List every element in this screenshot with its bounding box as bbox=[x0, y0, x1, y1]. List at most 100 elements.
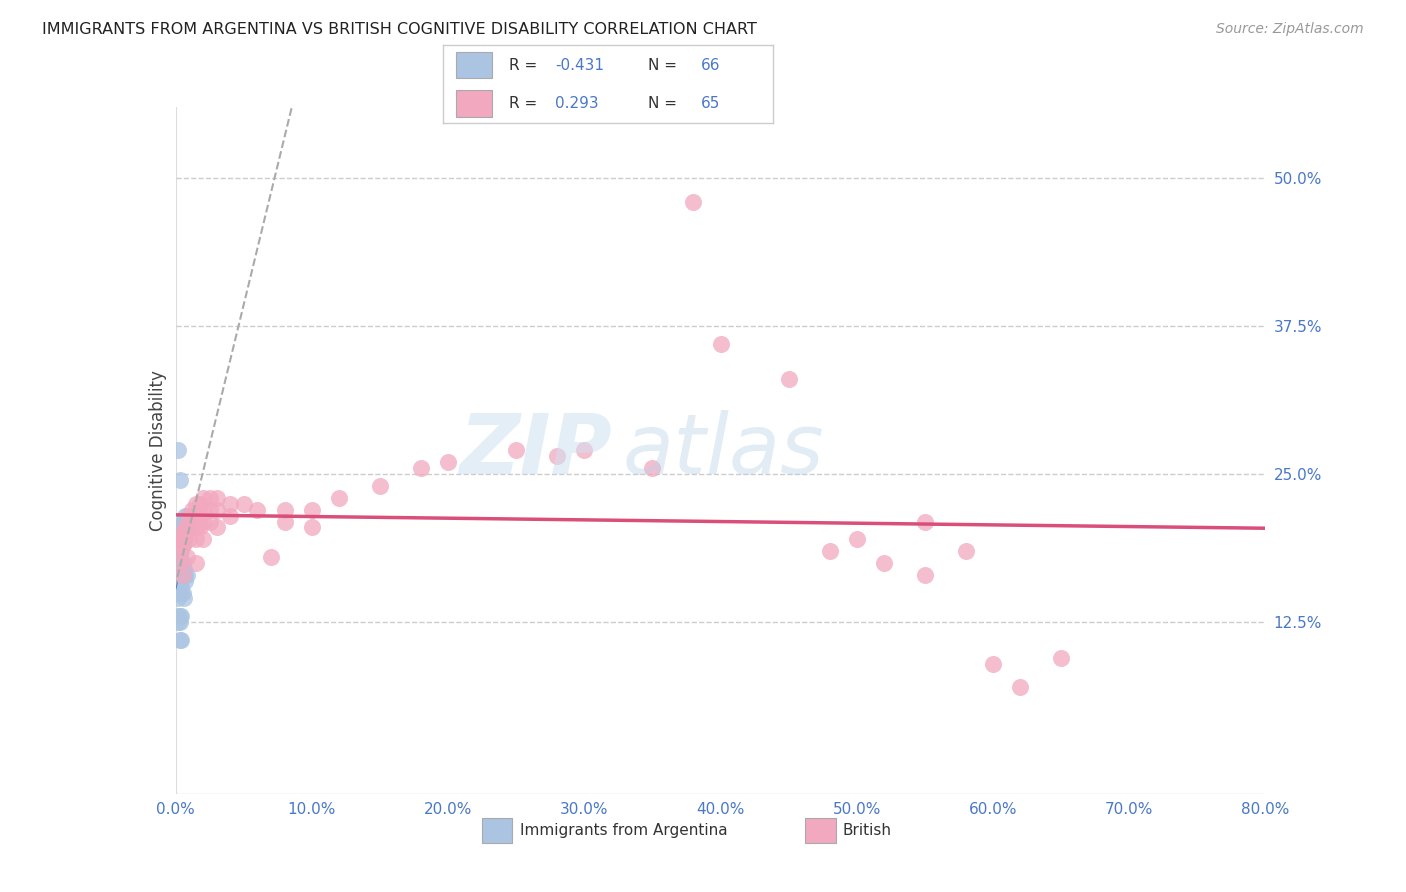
Point bbox=[167, 609, 190, 624]
Text: atlas: atlas bbox=[623, 410, 824, 491]
Point bbox=[409, 461, 432, 475]
Point bbox=[172, 567, 194, 582]
Point bbox=[172, 556, 194, 570]
Point bbox=[172, 538, 194, 552]
Point bbox=[172, 533, 194, 547]
Point bbox=[173, 515, 195, 529]
Point bbox=[176, 508, 198, 523]
FancyBboxPatch shape bbox=[456, 90, 492, 117]
Point bbox=[173, 533, 195, 547]
Point bbox=[170, 526, 193, 541]
Point bbox=[169, 632, 191, 647]
Point bbox=[682, 194, 704, 209]
Point bbox=[172, 533, 194, 547]
Point bbox=[181, 520, 204, 534]
Point bbox=[169, 533, 191, 547]
Point bbox=[198, 515, 221, 529]
Point bbox=[437, 455, 460, 469]
Text: Immigrants from Argentina: Immigrants from Argentina bbox=[520, 823, 727, 838]
Point bbox=[188, 508, 211, 523]
Point bbox=[169, 538, 191, 552]
Point bbox=[179, 520, 201, 534]
Point bbox=[169, 526, 191, 541]
Point bbox=[181, 508, 204, 523]
Point bbox=[174, 526, 197, 541]
Point bbox=[174, 567, 197, 582]
Point bbox=[641, 461, 664, 475]
Point bbox=[170, 533, 193, 547]
Point bbox=[260, 549, 283, 564]
Point bbox=[1010, 681, 1032, 695]
Point bbox=[173, 562, 195, 576]
Point bbox=[179, 508, 201, 523]
Point bbox=[179, 533, 201, 547]
Point bbox=[191, 502, 214, 516]
Point bbox=[170, 632, 193, 647]
Text: ZIP: ZIP bbox=[458, 410, 612, 491]
Point bbox=[574, 443, 596, 458]
Y-axis label: Cognitive Disability: Cognitive Disability bbox=[149, 370, 167, 531]
Point bbox=[169, 544, 191, 558]
Point bbox=[368, 479, 391, 493]
Point bbox=[176, 549, 198, 564]
Point bbox=[173, 526, 195, 541]
Point bbox=[169, 615, 191, 630]
Point bbox=[186, 497, 208, 511]
Point bbox=[169, 544, 191, 558]
Point bbox=[169, 549, 191, 564]
Text: R =: R = bbox=[509, 96, 547, 111]
Point bbox=[167, 549, 190, 564]
Point bbox=[710, 337, 733, 351]
Point bbox=[873, 556, 896, 570]
Point bbox=[186, 533, 208, 547]
Point bbox=[173, 520, 195, 534]
Point bbox=[174, 515, 197, 529]
Point bbox=[546, 450, 568, 464]
Point bbox=[174, 520, 197, 534]
Point bbox=[174, 574, 197, 588]
Point bbox=[232, 497, 254, 511]
Point bbox=[172, 526, 194, 541]
Point bbox=[172, 526, 194, 541]
Text: N =: N = bbox=[648, 96, 682, 111]
Point bbox=[172, 515, 194, 529]
Point bbox=[778, 372, 800, 386]
Point bbox=[167, 591, 190, 606]
Point bbox=[1050, 650, 1073, 665]
Point bbox=[170, 544, 193, 558]
Point bbox=[174, 520, 197, 534]
Point bbox=[169, 533, 191, 547]
Point bbox=[169, 609, 191, 624]
Point bbox=[169, 567, 191, 582]
Point bbox=[198, 491, 221, 505]
Point bbox=[170, 538, 193, 552]
Point bbox=[186, 508, 208, 523]
Point bbox=[176, 515, 198, 529]
Point bbox=[172, 520, 194, 534]
Point bbox=[167, 556, 190, 570]
Point bbox=[172, 562, 194, 576]
Point bbox=[301, 520, 323, 534]
Point bbox=[246, 502, 269, 516]
Point bbox=[205, 520, 228, 534]
Point bbox=[167, 544, 190, 558]
Point bbox=[167, 580, 190, 594]
Point bbox=[167, 585, 190, 599]
Point bbox=[188, 520, 211, 534]
Text: 66: 66 bbox=[700, 57, 720, 72]
Text: R =: R = bbox=[509, 57, 543, 72]
Point bbox=[205, 491, 228, 505]
Point bbox=[169, 538, 191, 552]
Text: IMMIGRANTS FROM ARGENTINA VS BRITISH COGNITIVE DISABILITY CORRELATION CHART: IMMIGRANTS FROM ARGENTINA VS BRITISH COG… bbox=[42, 22, 756, 37]
Point bbox=[914, 515, 936, 529]
Point bbox=[167, 574, 190, 588]
Point bbox=[191, 515, 214, 529]
Point bbox=[169, 562, 191, 576]
Point bbox=[172, 538, 194, 552]
Point bbox=[170, 609, 193, 624]
Point bbox=[328, 491, 350, 505]
Point bbox=[818, 544, 841, 558]
Point bbox=[219, 508, 242, 523]
Point bbox=[955, 544, 977, 558]
Point bbox=[169, 585, 191, 599]
